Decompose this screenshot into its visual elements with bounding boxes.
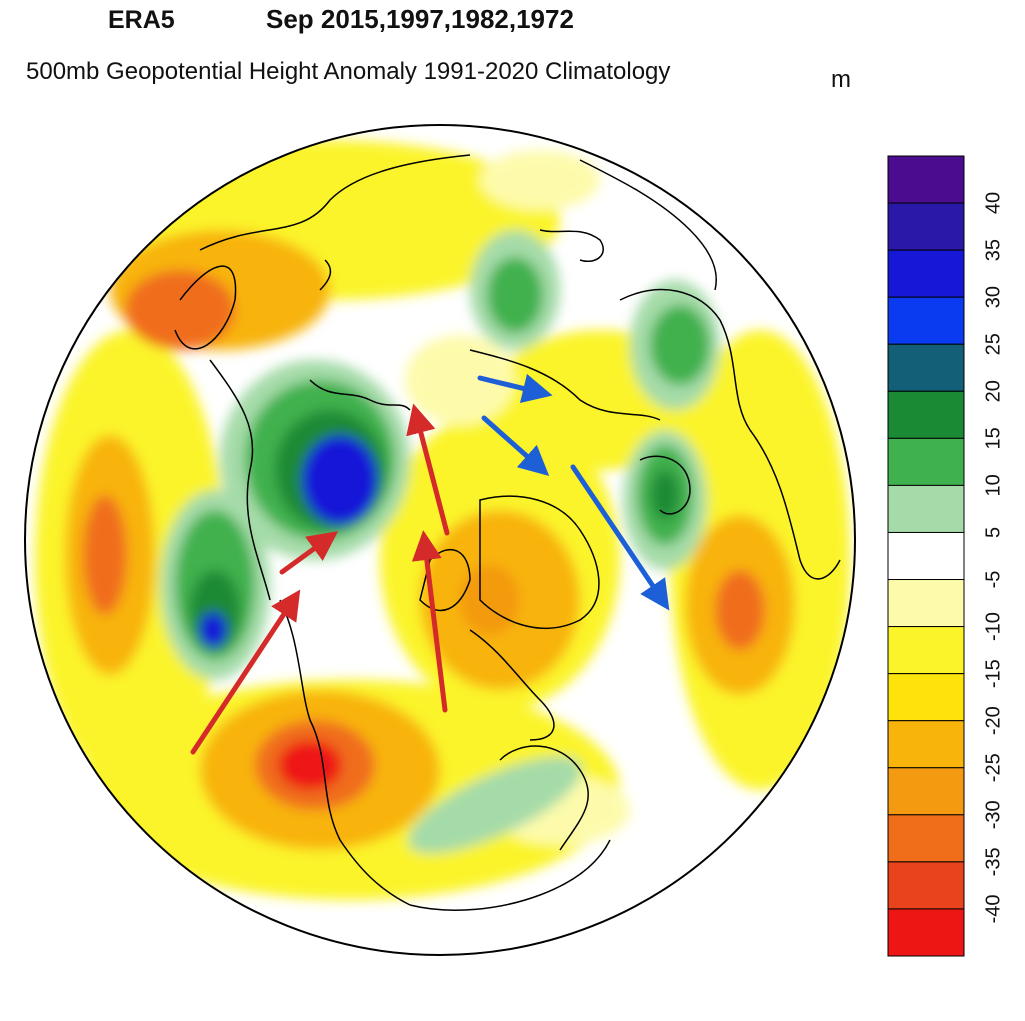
colorbar-swatch xyxy=(887,343,965,392)
colorbar-tick-label: -25 xyxy=(982,753,1004,782)
red-arrow xyxy=(406,403,450,536)
colorbar-tick-label: 25 xyxy=(982,333,1004,355)
colorbar-tick-label: -10 xyxy=(982,612,1004,641)
red-arrow xyxy=(411,530,448,713)
colorbar-tick-label: 10 xyxy=(982,474,1004,496)
colorbar-swatch xyxy=(887,673,965,722)
colorbar-swatch xyxy=(887,202,965,251)
red-arrow xyxy=(279,531,339,575)
colorbar-tick-label: -35 xyxy=(982,847,1004,876)
colorbar-swatch xyxy=(887,814,965,863)
unit-label: m xyxy=(831,66,851,93)
blue-arrows xyxy=(477,373,670,611)
colorbar-tick-label: -20 xyxy=(982,706,1004,735)
period-title: Sep 2015,1997,1982,1972 xyxy=(266,4,574,34)
colorbar-tick-label: 5 xyxy=(982,527,1004,538)
map-subtitle: 500mb Geopotential Height Anomaly 1991-2… xyxy=(26,58,671,85)
red-arrows xyxy=(190,403,450,755)
colorbar-tick-label: 20 xyxy=(982,380,1004,402)
colorbar-tick-label: -40 xyxy=(982,894,1004,923)
red-arrow xyxy=(190,589,301,755)
colorbar-swatch xyxy=(887,390,965,439)
colorbar-tick-label: -15 xyxy=(982,659,1004,688)
colorbar-swatch xyxy=(887,484,965,533)
colorbar-tick-label: -5 xyxy=(982,571,1004,589)
blue-arrow xyxy=(477,373,553,404)
colorbar-swatch xyxy=(887,155,965,204)
colorbar-swatch xyxy=(887,531,965,581)
globe xyxy=(25,125,855,955)
colorbar-swatch xyxy=(887,767,965,816)
colorbar-tick-label: 35 xyxy=(982,239,1004,261)
colorbar-tick-label: 15 xyxy=(982,427,1004,449)
colorbar-swatch xyxy=(887,908,965,957)
coastlines xyxy=(174,154,841,911)
globe-outline xyxy=(24,124,856,956)
colorbar-swatch xyxy=(887,720,965,769)
colorbar-swatch xyxy=(887,626,965,675)
colorbar-swatch xyxy=(887,861,965,910)
anomaly-field xyxy=(35,140,850,900)
colorbar-swatch xyxy=(887,249,965,298)
colorbar-swatch xyxy=(887,437,965,486)
colorbar-swatch xyxy=(887,296,965,345)
colorbar-tick-label: -30 xyxy=(982,800,1004,829)
colorbar-tick-label: 40 xyxy=(982,192,1004,214)
colorbar-swatch xyxy=(887,579,965,628)
dataset-title: ERA5 xyxy=(108,6,175,34)
colorbar-tick-label: 30 xyxy=(982,286,1004,308)
blue-arrow xyxy=(481,415,550,476)
blue-arrow xyxy=(570,464,670,611)
